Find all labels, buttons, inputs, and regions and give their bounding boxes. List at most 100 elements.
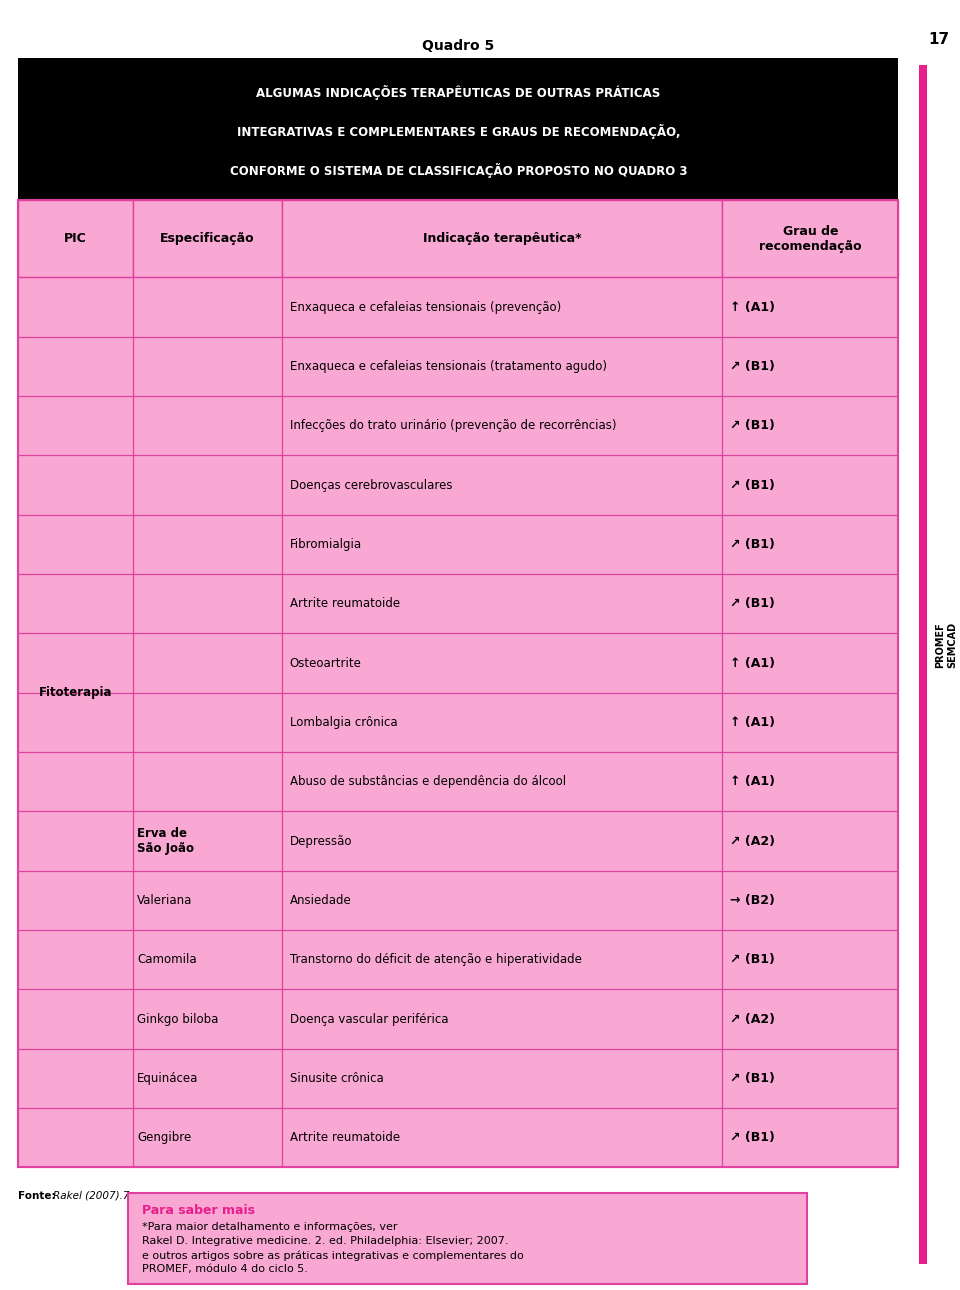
Text: Enxaqueca e cefaleias tensionais (prevenção): Enxaqueca e cefaleias tensionais (preven… xyxy=(290,301,561,313)
Text: Valeriana: Valeriana xyxy=(137,894,193,907)
Text: Abuso de substâncias e dependência do álcool: Abuso de substâncias e dependência do ál… xyxy=(290,775,565,788)
Bar xyxy=(132,455,282,515)
Bar xyxy=(282,277,723,337)
Bar xyxy=(723,574,899,633)
Bar xyxy=(18,930,132,989)
Text: Artrite reumatoide: Artrite reumatoide xyxy=(290,1131,399,1144)
Text: Acupuntura: Acupuntura xyxy=(37,63,114,76)
Bar xyxy=(919,64,926,1264)
Bar xyxy=(723,200,899,277)
Text: ↗ (B1): ↗ (B1) xyxy=(730,419,775,432)
Bar xyxy=(18,515,132,574)
Text: Ginkgo biloba: Ginkgo biloba xyxy=(137,1013,219,1026)
Bar xyxy=(723,1108,899,1167)
Bar xyxy=(132,396,282,455)
Text: Equinácea: Equinácea xyxy=(137,1072,199,1085)
Text: Especificação: Especificação xyxy=(160,232,254,245)
Text: ↑ (A1): ↑ (A1) xyxy=(730,716,775,729)
Text: Fibromialgia: Fibromialgia xyxy=(290,538,362,551)
Text: ↑ (A1): ↑ (A1) xyxy=(730,657,775,670)
Text: INTEGRATIVAS E COMPLEMENTARES E GRAUS DE RECOMENDAÇÃO,: INTEGRATIVAS E COMPLEMENTARES E GRAUS DE… xyxy=(237,124,680,139)
FancyBboxPatch shape xyxy=(129,1193,806,1284)
Bar xyxy=(132,1108,282,1167)
Bar xyxy=(723,752,899,811)
Text: Sinusite crônica: Sinusite crônica xyxy=(290,1072,383,1085)
Text: Rakel D. Integrative medicine. 2. ed. Philadelphia: Elsevier; 2007.: Rakel D. Integrative medicine. 2. ed. Ph… xyxy=(142,1236,509,1246)
Text: PIC: PIC xyxy=(64,232,87,245)
Bar xyxy=(282,200,723,277)
Text: Transtorno do déficit de atenção e hiperatividade: Transtorno do déficit de atenção e hiper… xyxy=(290,953,582,966)
Bar xyxy=(18,277,132,337)
Text: Osteoartrite: Osteoartrite xyxy=(290,657,362,670)
Text: Enxaqueca e cefaleias tensionais (tratamento agudo): Enxaqueca e cefaleias tensionais (tratam… xyxy=(290,360,607,373)
Bar xyxy=(723,633,899,693)
Bar xyxy=(723,930,899,989)
Text: Fitoterapia: Fitoterapia xyxy=(38,686,112,699)
Text: ↗ (A2): ↗ (A2) xyxy=(730,835,775,848)
Bar xyxy=(282,455,723,515)
Bar xyxy=(132,989,282,1049)
Bar xyxy=(132,200,282,277)
Text: CONFORME O SISTEMA DE CLASSIFICAÇÃO PROPOSTO NO QUADRO 3: CONFORME O SISTEMA DE CLASSIFICAÇÃO PROP… xyxy=(229,163,687,178)
Bar xyxy=(132,337,282,396)
Bar xyxy=(723,337,899,396)
Bar xyxy=(282,515,723,574)
Text: *Para maior detalhamento e informações, ver: *Para maior detalhamento e informações, … xyxy=(142,1222,397,1232)
Text: ↑ (A1): ↑ (A1) xyxy=(730,301,775,313)
Bar xyxy=(18,455,132,515)
Text: SEMCAD: SEMCAD xyxy=(948,622,957,668)
Bar xyxy=(132,871,282,930)
Text: ↗ (B1): ↗ (B1) xyxy=(730,1072,775,1085)
Bar xyxy=(18,200,132,277)
Bar xyxy=(282,396,723,455)
Text: ↗ (B1): ↗ (B1) xyxy=(730,1131,775,1144)
Bar xyxy=(723,811,899,871)
Text: Doença vascular periférica: Doença vascular periférica xyxy=(290,1013,448,1026)
Text: Rakel (2007).7: Rakel (2007).7 xyxy=(53,1191,130,1201)
Text: Para saber mais: Para saber mais xyxy=(142,1204,255,1216)
Bar xyxy=(132,930,282,989)
Bar xyxy=(132,277,282,337)
Bar xyxy=(18,396,132,455)
Bar xyxy=(282,633,723,693)
Bar xyxy=(18,337,132,396)
Text: ↗ (A2): ↗ (A2) xyxy=(730,1013,775,1026)
Bar xyxy=(282,574,723,633)
Text: Fonte:: Fonte: xyxy=(18,1191,60,1201)
Text: Lombalgia crônica: Lombalgia crônica xyxy=(290,716,397,729)
Bar xyxy=(18,693,132,752)
Bar xyxy=(18,752,132,811)
Text: Doenças cerebrovasculares: Doenças cerebrovasculares xyxy=(290,479,452,491)
Bar xyxy=(132,515,282,574)
Text: Erva de
São João: Erva de São João xyxy=(137,827,194,855)
Text: Indicação terapêutica*: Indicação terapêutica* xyxy=(423,232,582,245)
Bar xyxy=(723,989,899,1049)
Bar xyxy=(132,752,282,811)
Bar xyxy=(282,337,723,396)
Bar xyxy=(282,693,723,752)
Bar xyxy=(132,574,282,633)
Text: Gengibre: Gengibre xyxy=(137,1131,192,1144)
Bar xyxy=(18,58,899,200)
Text: Artrite reumatoide: Artrite reumatoide xyxy=(290,597,399,610)
Bar xyxy=(723,693,899,752)
Text: e outros artigos sobre as práticas integrativas e complementares do: e outros artigos sobre as práticas integ… xyxy=(142,1250,524,1260)
Bar xyxy=(18,811,132,871)
Bar xyxy=(132,1049,282,1108)
Text: ↑ (A1): ↑ (A1) xyxy=(730,775,775,788)
Text: Grau de
recomendação: Grau de recomendação xyxy=(759,224,862,253)
Text: ↗ (B1): ↗ (B1) xyxy=(730,538,775,551)
Text: → (B2): → (B2) xyxy=(730,894,775,907)
Text: ↗ (B1): ↗ (B1) xyxy=(730,597,775,610)
Text: Depressão: Depressão xyxy=(290,835,352,848)
Bar xyxy=(723,455,899,515)
Bar xyxy=(723,396,899,455)
Bar xyxy=(282,752,723,811)
Text: PROMEF, módulo 4 do ciclo 5.: PROMEF, módulo 4 do ciclo 5. xyxy=(142,1264,308,1275)
Text: Quadro 5: Quadro 5 xyxy=(422,39,494,53)
Bar xyxy=(282,1049,723,1108)
Text: ↗ (B1): ↗ (B1) xyxy=(730,360,775,373)
Bar xyxy=(132,693,282,752)
Text: PROMEF: PROMEF xyxy=(936,622,946,668)
Bar xyxy=(132,633,282,693)
